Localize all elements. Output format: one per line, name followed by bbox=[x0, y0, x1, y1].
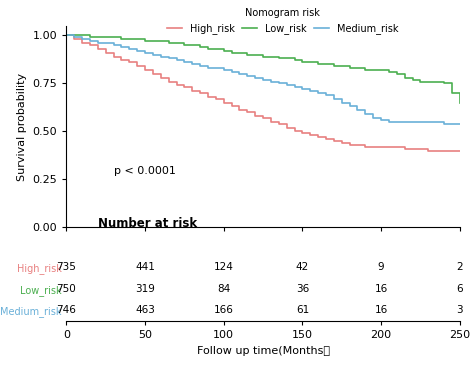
X-axis label: Follow up time(Months）: Follow up time(Months） bbox=[197, 346, 329, 356]
Text: 84: 84 bbox=[217, 284, 230, 294]
Text: 746: 746 bbox=[56, 305, 76, 315]
Text: 441: 441 bbox=[135, 262, 155, 272]
Text: 166: 166 bbox=[214, 305, 234, 315]
Text: 16: 16 bbox=[374, 284, 388, 294]
Text: 2: 2 bbox=[456, 262, 463, 272]
Y-axis label: Survival probability: Survival probability bbox=[17, 73, 27, 181]
Text: 3: 3 bbox=[456, 305, 463, 315]
Text: 319: 319 bbox=[135, 284, 155, 294]
Text: 9: 9 bbox=[378, 262, 384, 272]
Text: 16: 16 bbox=[374, 305, 388, 315]
Text: Number at risk: Number at risk bbox=[98, 217, 197, 230]
Text: 750: 750 bbox=[56, 284, 76, 294]
Text: 735: 735 bbox=[56, 262, 76, 272]
Legend: High_risk, Low_risk, Medium_risk: High_risk, Low_risk, Medium_risk bbox=[164, 4, 402, 38]
Text: 124: 124 bbox=[214, 262, 234, 272]
Text: 42: 42 bbox=[296, 262, 309, 272]
Text: 36: 36 bbox=[296, 284, 309, 294]
Text: 61: 61 bbox=[296, 305, 309, 315]
Text: p < 0.0001: p < 0.0001 bbox=[114, 166, 175, 176]
Text: 463: 463 bbox=[135, 305, 155, 315]
Text: 6: 6 bbox=[456, 284, 463, 294]
